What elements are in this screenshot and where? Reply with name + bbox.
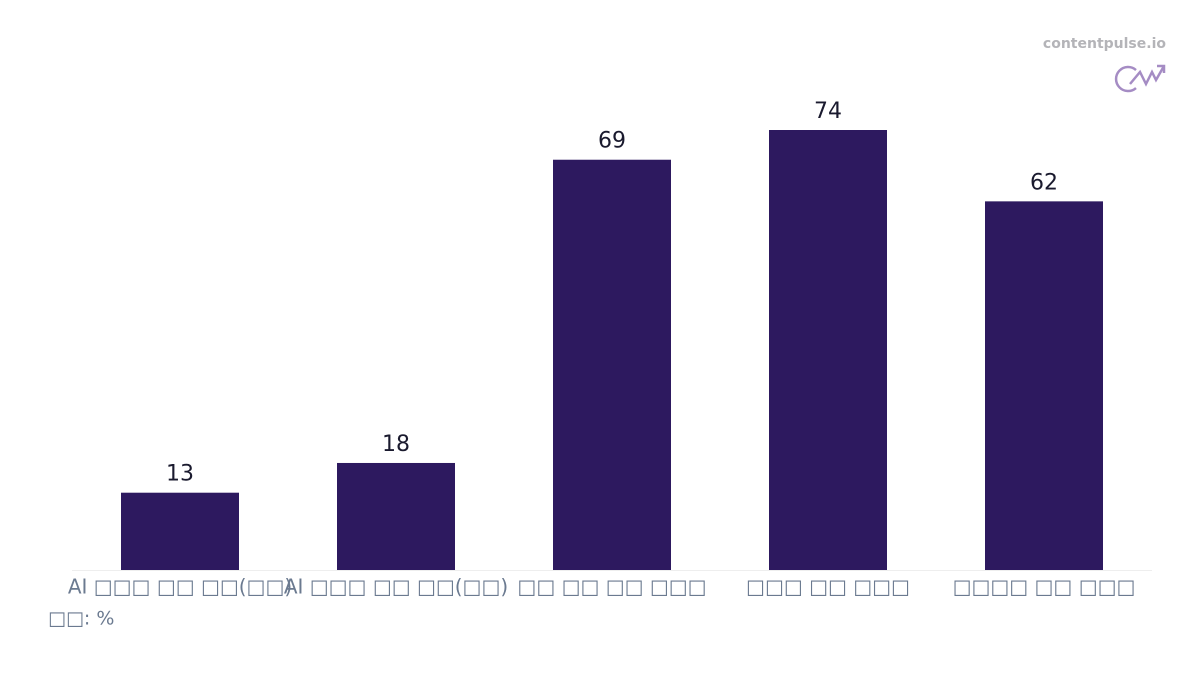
unit-label: □□: % [48,608,114,630]
value-label: 18 [382,432,410,457]
value-label: 74 [814,99,842,124]
bar [337,462,455,570]
logo-c [1114,65,1137,93]
x-tick-label: AI □□□ □□ □□(□□) [284,575,508,599]
logo [1114,64,1166,93]
bar [985,201,1103,570]
x-tick-label: □□□ □□ □□□ [746,575,910,599]
bar [121,492,239,570]
value-label: 62 [1030,170,1058,195]
logo-arrow [1129,65,1166,87]
logo-arrowhead [1157,64,1166,73]
x-tick-label: □□ □□ □□ □□□ [517,575,706,599]
x-tick-label: AI □□□ □□ □□(□□) [68,575,292,599]
bar [769,130,887,570]
x-tick-label: □□□□ □□ □□□ [953,575,1136,599]
bar [553,159,671,570]
watermark: contentpulse.io [1043,36,1166,52]
value-label: 13 [166,462,194,487]
value-label: 69 [598,129,626,154]
